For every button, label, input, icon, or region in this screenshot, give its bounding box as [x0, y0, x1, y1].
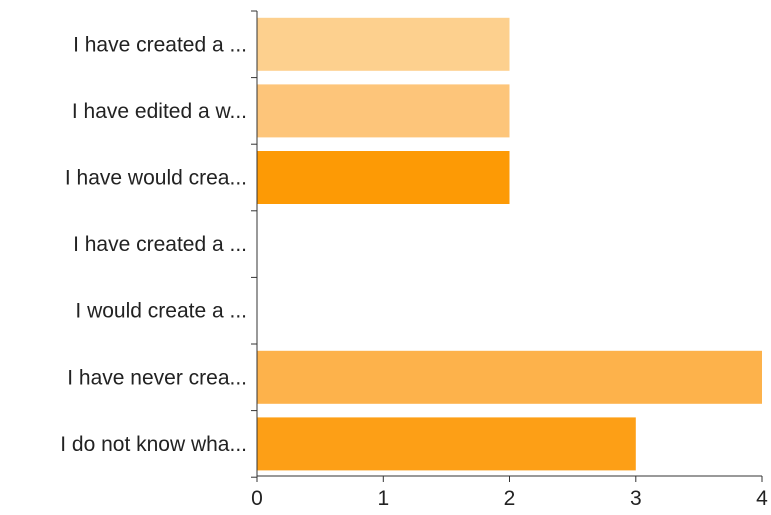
x-tick-label: 2	[504, 487, 516, 510]
category-label: I do not know wha...	[60, 433, 247, 456]
bar-3	[257, 151, 510, 204]
x-tick-label: 3	[630, 487, 642, 510]
x-tick-label: 0	[251, 487, 263, 510]
category-label: I have never crea...	[67, 366, 247, 389]
bar-1	[257, 17, 510, 71]
bars-layer	[257, 17, 762, 471]
bar-2	[257, 84, 510, 138]
bar-7	[257, 417, 636, 471]
axes: 0 1 2 3 4	[251, 10, 768, 510]
category-labels: I have created a ... I have edited a w...…	[60, 33, 247, 456]
category-label: I have edited a w...	[72, 100, 247, 123]
category-label: I have created a ...	[73, 33, 247, 56]
category-label: I have would crea...	[65, 167, 247, 190]
bar-6	[257, 350, 762, 404]
category-label: I have created a ...	[73, 233, 247, 256]
x-tick-label: 4	[756, 487, 768, 510]
category-label: I would create a ...	[75, 300, 247, 323]
x-tick-label: 1	[377, 487, 389, 510]
